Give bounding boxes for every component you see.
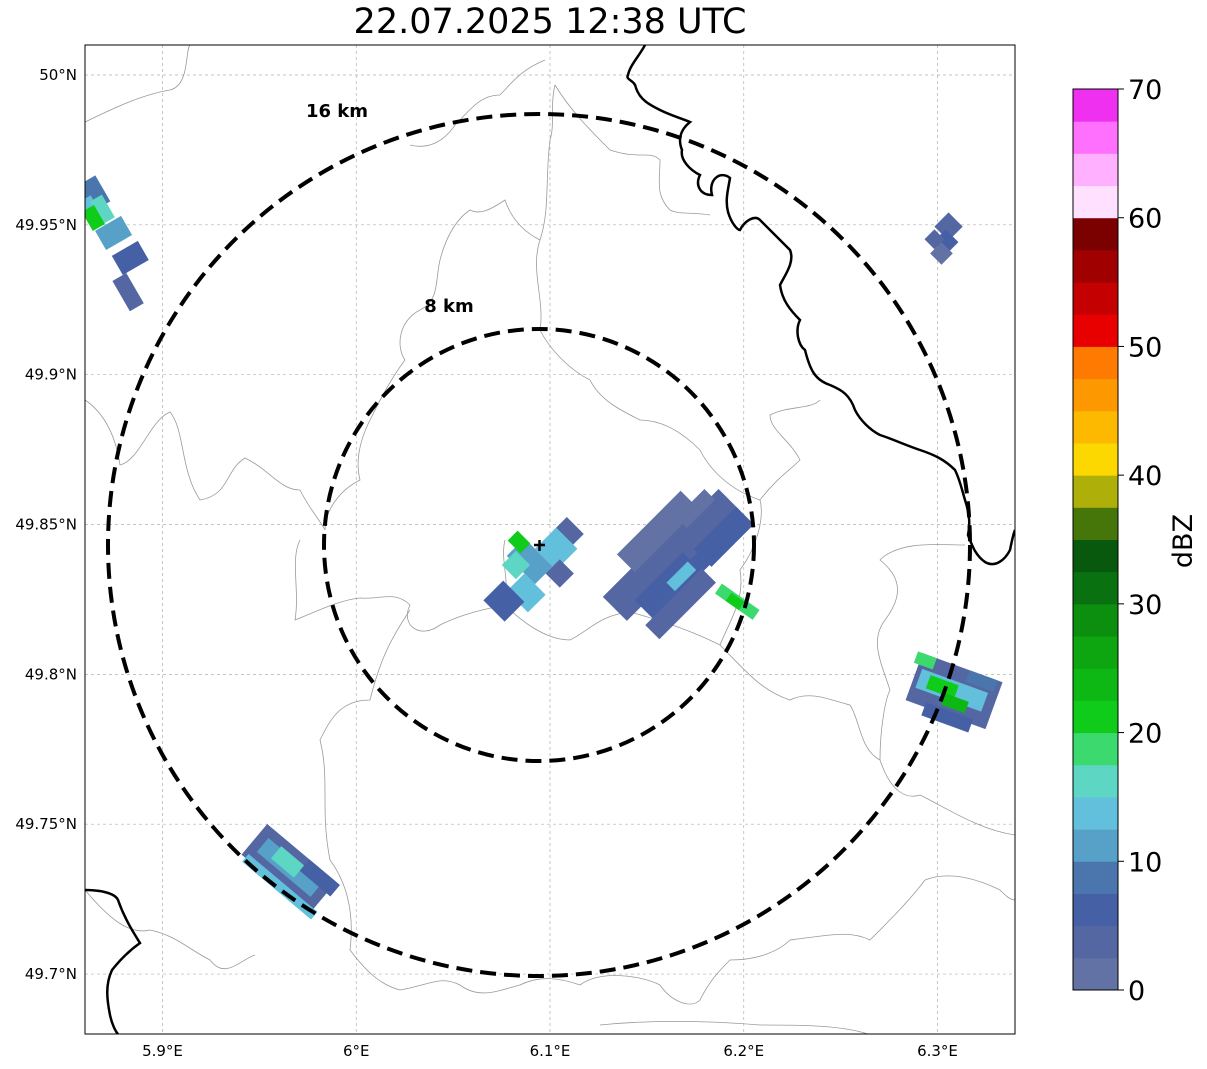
lat-tick-label: 49.9°N <box>25 366 77 384</box>
lon-tick-label: 6.2°E <box>723 1042 764 1060</box>
colorbar-tick-label: 10 <box>1128 847 1162 878</box>
colorbar-segment <box>1073 475 1118 508</box>
colorbar-tick-label: 40 <box>1128 461 1162 492</box>
colorbar-segment <box>1073 442 1118 476</box>
colorbar <box>1072 88 1119 991</box>
colorbar-segment <box>1073 378 1118 412</box>
lat-tick-label: 49.7°N <box>25 965 77 983</box>
colorbar-segment <box>1073 249 1118 283</box>
colorbar-segment <box>1073 89 1118 122</box>
colorbar-segment <box>1073 346 1118 380</box>
colorbar-tick-label: 20 <box>1128 719 1162 750</box>
lat-tick-label: 49.8°N <box>25 665 77 683</box>
colorbar-segment <box>1073 603 1118 637</box>
national-borders <box>85 45 1015 1034</box>
colorbar-segment <box>1073 507 1118 540</box>
range-ring-label-16km: 16 km <box>306 101 368 122</box>
latitude-tick-labels: 50°N 49.95°N 49.9°N 49.85°N 49.8°N 49.75°N 49.… <box>15 66 77 983</box>
colorbar-segment <box>1073 121 1118 154</box>
lon-tick-label: 6°E <box>343 1042 370 1060</box>
colorbar-segment <box>1073 217 1118 251</box>
range-rings <box>106 112 972 978</box>
radar-site-marker <box>534 540 545 551</box>
colorbar-segment <box>1073 153 1118 187</box>
colorbar-segment <box>1073 893 1118 927</box>
colorbar-segment <box>1073 925 1118 959</box>
colorbar-tick-label: 60 <box>1128 204 1162 235</box>
map-title: 22.07.2025 12:38 UTC <box>353 2 747 42</box>
colorbar-label: dBZ <box>1168 514 1199 568</box>
colorbar-segment <box>1073 796 1118 830</box>
colorbar-segment <box>1073 668 1118 701</box>
colorbar-segment <box>1073 410 1118 444</box>
lon-tick-label: 6.3°E <box>917 1042 958 1060</box>
lon-tick-label: 5.9°E <box>142 1042 183 1060</box>
lat-tick-label: 49.95°N <box>15 216 77 234</box>
colorbar-segment <box>1073 829 1118 862</box>
longitude-tick-labels: 5.9°E 6°E 6.1°E 6.2°E 6.3°E <box>142 1042 958 1060</box>
map-frame <box>84 44 1016 1035</box>
range-ring-8km <box>322 327 756 763</box>
lat-tick-label: 49.75°N <box>15 815 77 833</box>
colorbar-frame <box>1072 88 1119 991</box>
colorbar-segment <box>1073 700 1118 734</box>
colorbar-segment <box>1073 861 1118 894</box>
colorbar-segment <box>1073 636 1118 669</box>
colorbar-segment <box>1073 764 1118 798</box>
radar-echo-layer <box>85 175 1003 920</box>
colorbar-tick-label: 30 <box>1128 590 1162 621</box>
lat-tick-label: 50°N <box>39 66 77 84</box>
colorbar-segment <box>1073 957 1118 991</box>
colorbar-segment <box>1073 185 1118 219</box>
colorbar-segment <box>1073 571 1118 605</box>
colorbar-tick-label: 0 <box>1128 976 1145 1007</box>
colorbar-segment <box>1073 732 1118 766</box>
colorbar-tick-label: 50 <box>1128 332 1162 363</box>
colorbar-segment <box>1073 539 1118 573</box>
range-ring-label-8km: 8 km <box>424 296 474 317</box>
lon-tick-label: 6.1°E <box>530 1042 571 1060</box>
colorbar-segment <box>1073 314 1118 347</box>
lat-tick-label: 49.85°N <box>15 516 77 534</box>
admin-borders <box>85 45 1015 1034</box>
range-ring-16km <box>106 112 972 978</box>
colorbar-segment <box>1073 282 1118 315</box>
map-gridlines <box>85 45 1015 1034</box>
colorbar-tick-label: 70 <box>1128 75 1162 106</box>
colorbar-tick-labels: 0 10 20 30 40 50 60 70 <box>1118 75 1162 1007</box>
